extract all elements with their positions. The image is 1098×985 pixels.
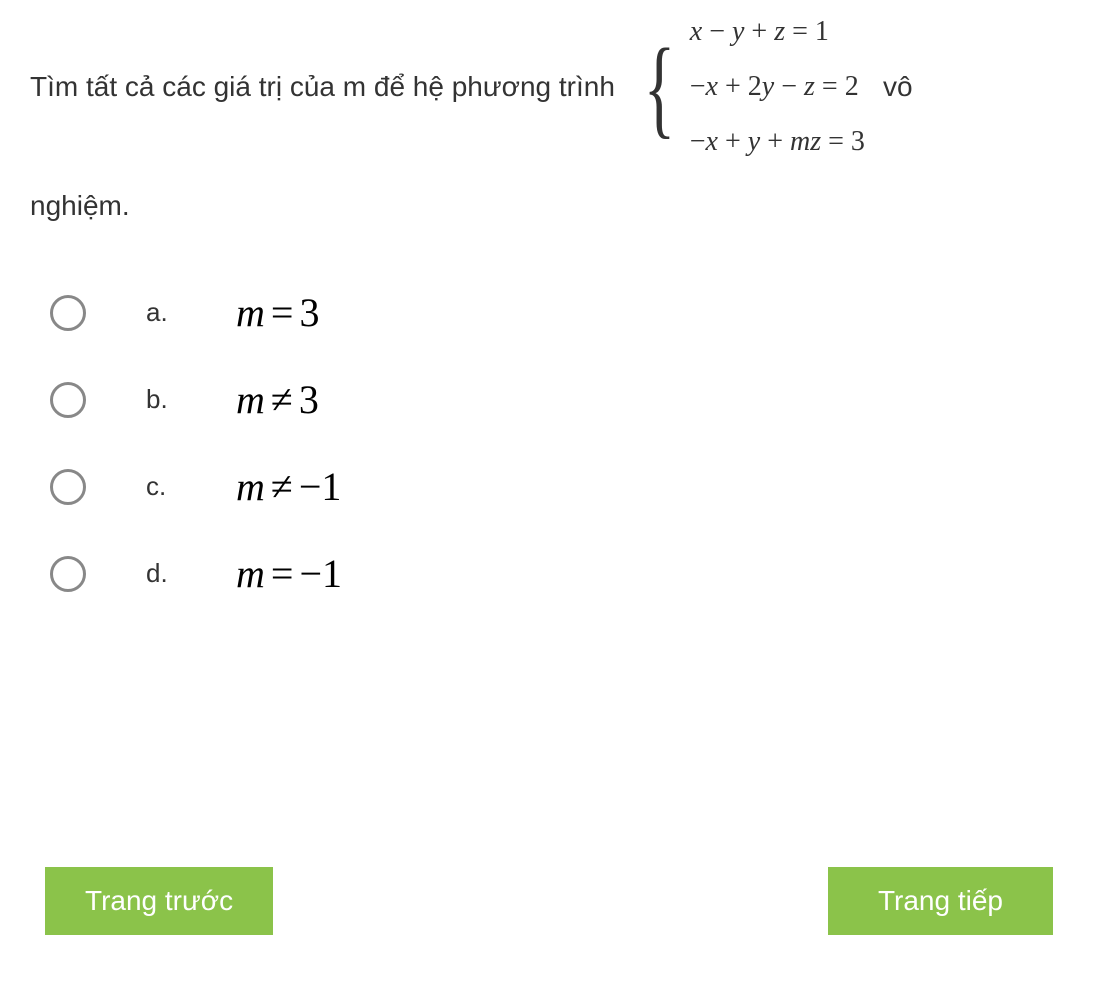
option-d-math: m=−1 xyxy=(236,550,342,597)
option-b: b. m≠3 xyxy=(50,376,1068,423)
option-a: a. m=3 xyxy=(50,289,1068,336)
question-text-continue: nghiệm. xyxy=(30,184,1068,229)
options-list: a. m=3 b. m≠3 c. m≠−1 d. m=−1 xyxy=(50,289,1068,597)
nav-buttons: Trang trước Trang tiếp xyxy=(0,867,1098,935)
option-c: c. m≠−1 xyxy=(50,463,1068,510)
radio-b[interactable] xyxy=(50,382,86,418)
question-stem: Tìm tất cả các giá trị của m để hệ phươn… xyxy=(30,10,1068,229)
question-text-after: vô xyxy=(883,65,913,110)
option-d: d. m=−1 xyxy=(50,550,1068,597)
option-c-math: m≠−1 xyxy=(236,463,341,510)
question-text-before: Tìm tất cả các giá trị của m để hệ phươn… xyxy=(30,65,615,110)
radio-c[interactable] xyxy=(50,469,86,505)
prev-button[interactable]: Trang trước xyxy=(45,867,273,935)
equation-system: { x − y + z = 1 −x + 2y − z = 2 −x + y +… xyxy=(633,10,865,164)
option-d-label: d. xyxy=(146,558,176,589)
equation-3: −x + y + mz = 3 xyxy=(690,120,865,165)
equation-1: x − y + z = 1 xyxy=(690,10,865,55)
option-b-math: m≠3 xyxy=(236,376,319,423)
next-button[interactable]: Trang tiếp xyxy=(828,867,1053,935)
option-a-label: a. xyxy=(146,297,176,328)
brace-left: { xyxy=(644,43,676,131)
option-b-label: b. xyxy=(146,384,176,415)
equation-2: −x + 2y − z = 2 xyxy=(690,65,865,110)
radio-a[interactable] xyxy=(50,295,86,331)
option-a-math: m=3 xyxy=(236,289,319,336)
option-c-label: c. xyxy=(146,471,176,502)
radio-d[interactable] xyxy=(50,556,86,592)
